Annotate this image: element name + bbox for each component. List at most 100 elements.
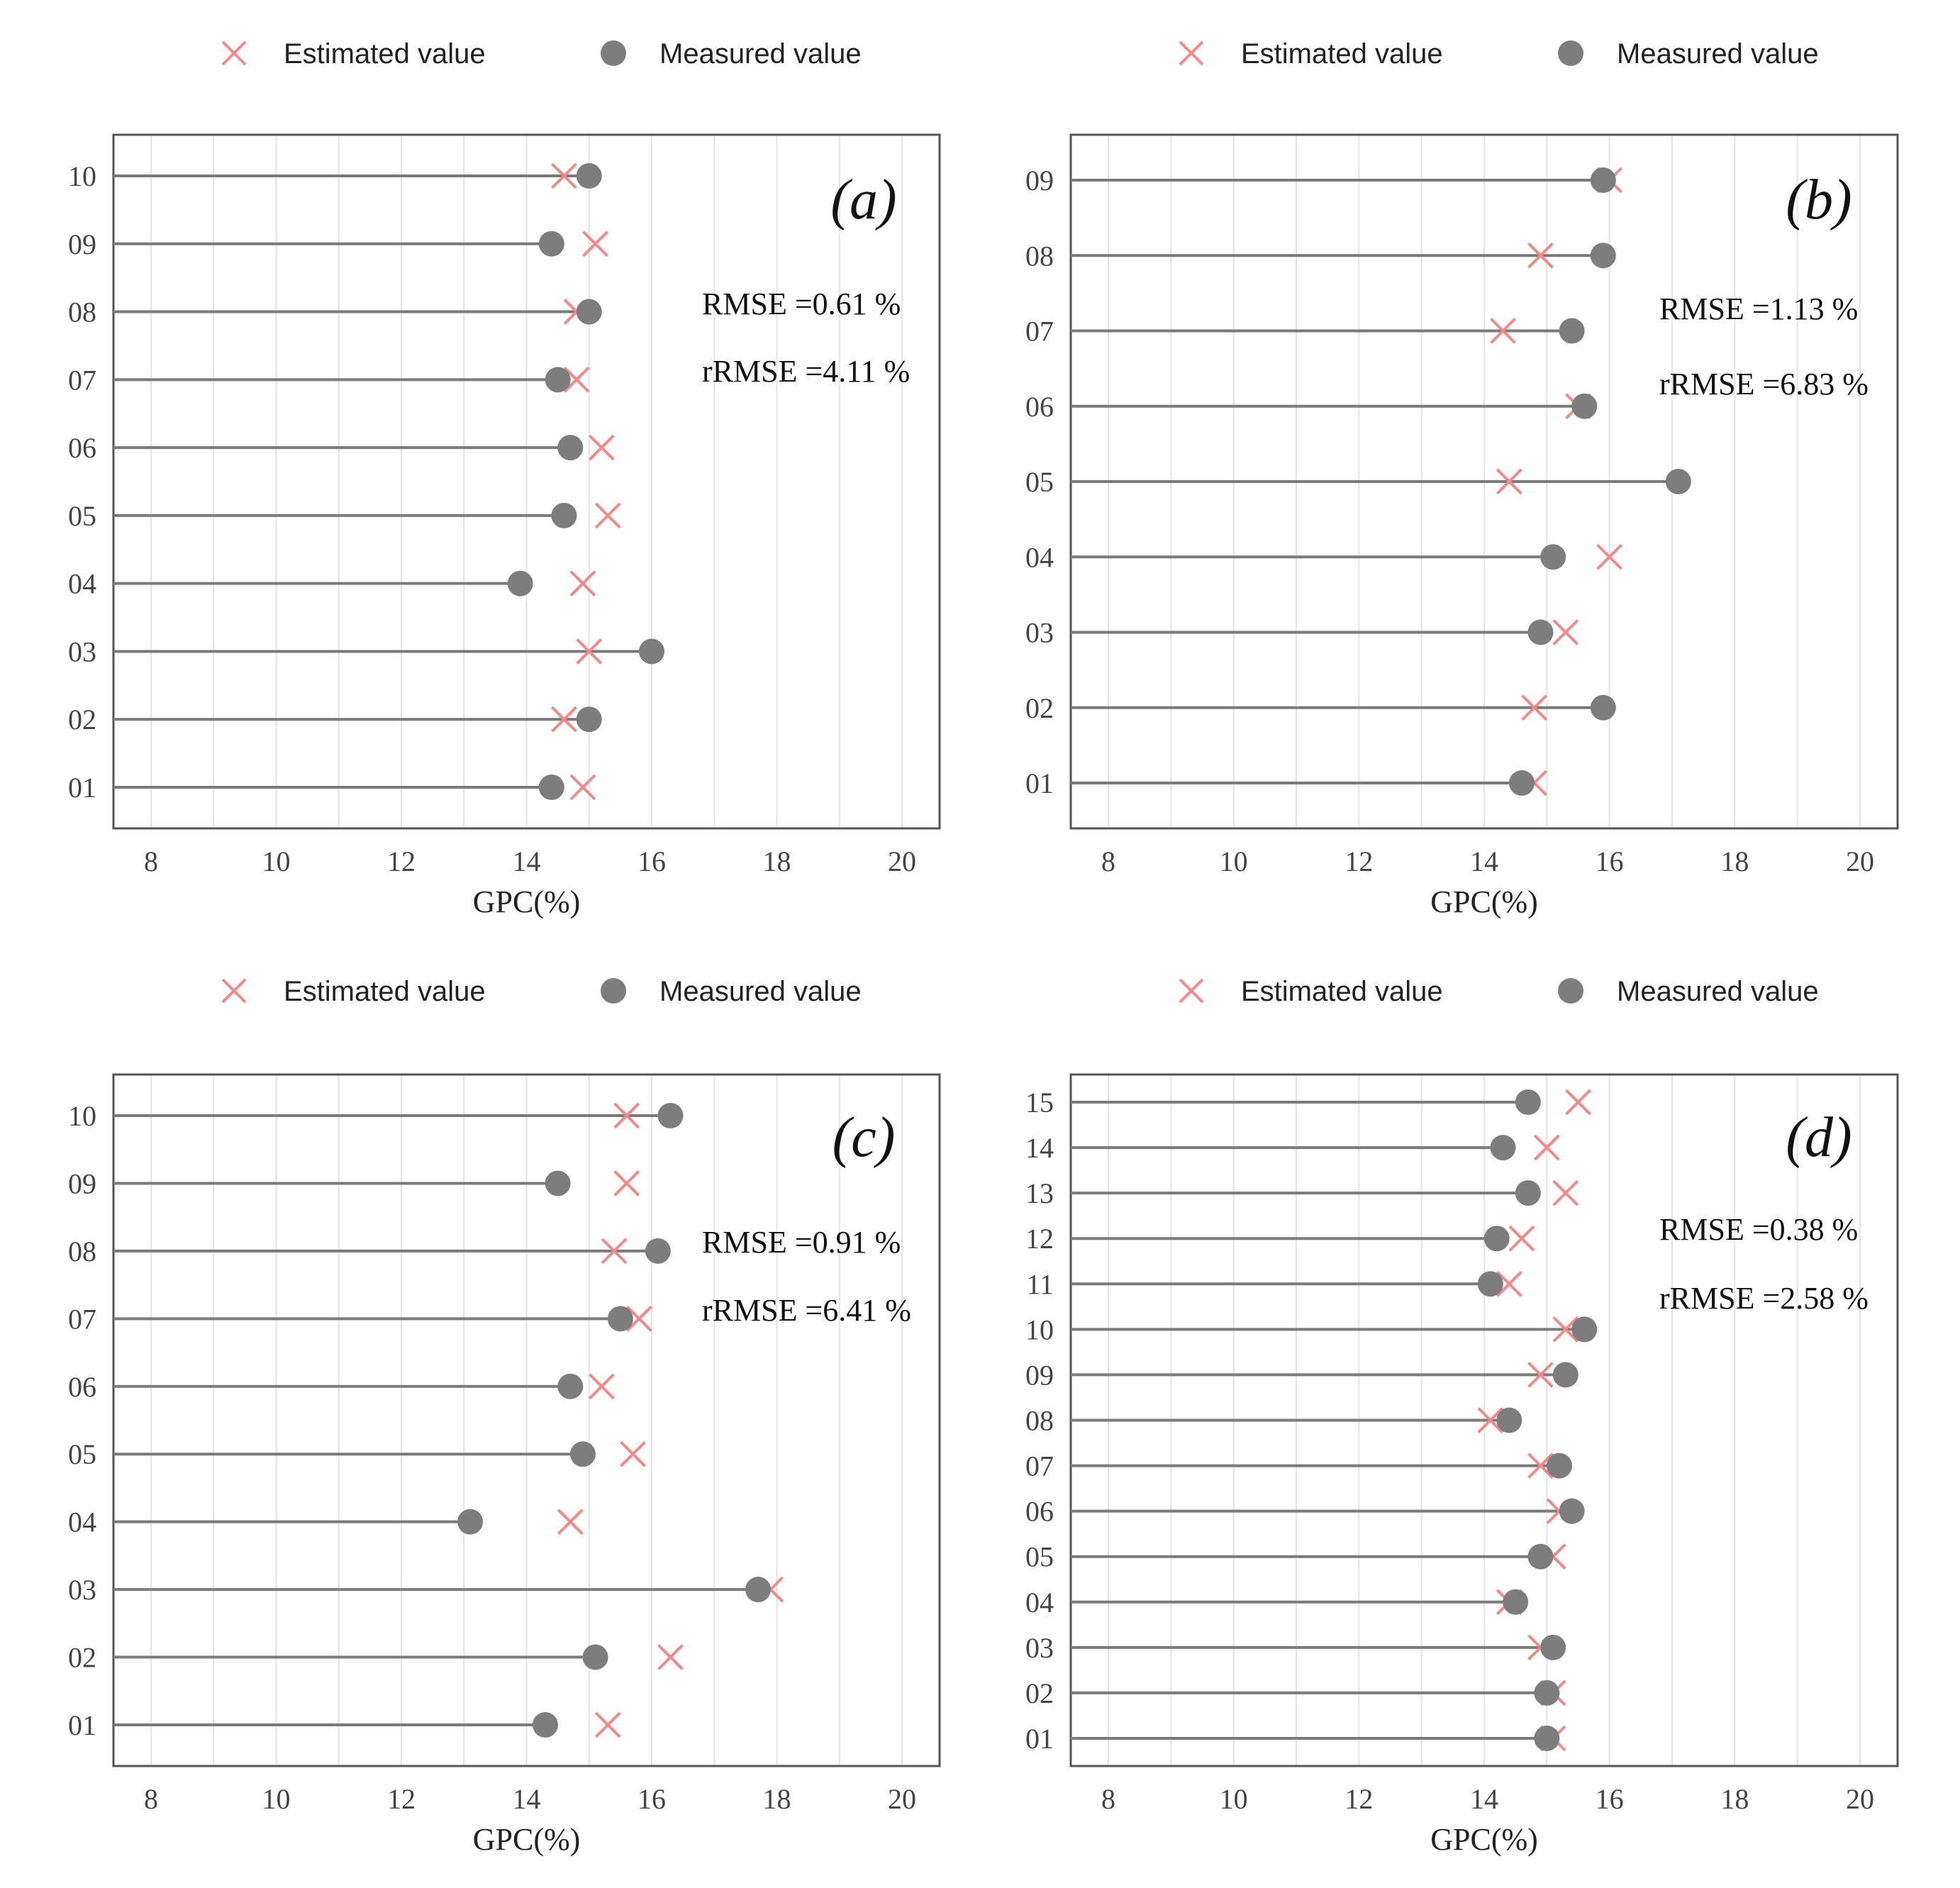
y-tick-label: 01 xyxy=(1025,1723,1054,1755)
panel-c: Estimated value Measured value 8 10 12 14 16 18… xyxy=(68,976,941,1857)
y-tick-label: 06 xyxy=(68,432,96,464)
x-tick-label: 20 xyxy=(888,845,916,877)
y-tick-label: 03 xyxy=(1025,1632,1054,1664)
y-tick-label: 09 xyxy=(1025,165,1054,196)
y-tick-label: 04 xyxy=(1025,1587,1054,1618)
x-tick-label: 16 xyxy=(637,1783,666,1815)
measured-point xyxy=(1559,1498,1585,1524)
measured-point xyxy=(1540,1634,1566,1660)
measured-point xyxy=(1540,544,1566,570)
y-tick-label: 07 xyxy=(1025,1450,1054,1482)
y-tick-label: 02 xyxy=(68,704,96,735)
estimated-point xyxy=(551,162,577,189)
x-tick-label: 8 xyxy=(144,845,158,877)
measured-point xyxy=(545,1170,571,1196)
measured-point xyxy=(1534,1726,1560,1751)
measured-point xyxy=(569,1441,596,1467)
legend-estimated-marker xyxy=(1179,978,1204,1004)
x-tick-label: 12 xyxy=(1344,845,1373,877)
estimated-point xyxy=(1596,543,1623,570)
x-tick-label: 12 xyxy=(387,845,416,877)
measured-point xyxy=(1547,1453,1572,1479)
y-tick-label: 15 xyxy=(1025,1087,1054,1118)
rmse-text: RMSE =0.38 % xyxy=(1659,1212,1858,1247)
y-tick-label: 14 xyxy=(1025,1132,1054,1164)
x-tick-label: 20 xyxy=(1846,1783,1874,1815)
measured-point xyxy=(1665,469,1691,494)
estimated-point xyxy=(557,1509,584,1536)
measured-point xyxy=(1590,243,1616,269)
measured-point xyxy=(1590,167,1616,193)
measured-point xyxy=(545,367,571,393)
measured-point xyxy=(507,570,533,596)
measured-point xyxy=(1571,1316,1598,1343)
measured-point xyxy=(607,1306,633,1332)
x-tick-label: 10 xyxy=(262,845,290,877)
y-tick-label: 03 xyxy=(68,635,96,667)
estimated-point xyxy=(613,1102,640,1129)
y-tick-label: 05 xyxy=(68,1438,96,1470)
estimated-point xyxy=(1565,1089,1591,1116)
plot-frame xyxy=(112,1073,941,1767)
estimated-point xyxy=(1527,1362,1554,1388)
y-tick-label: 07 xyxy=(1025,316,1054,348)
x-tick-label: 12 xyxy=(387,1783,416,1815)
measured-point xyxy=(576,163,602,189)
measured-point xyxy=(645,1238,671,1264)
estimated-point xyxy=(1527,242,1554,269)
y-tick-label: 02 xyxy=(68,1642,96,1674)
x-axis-label: GPC(%) xyxy=(1430,1822,1538,1857)
estimated-point xyxy=(582,231,608,257)
panel-d: Estimated value Measured value 8 10 12 14 16 18… xyxy=(1025,976,1899,1857)
y-tick-label: 06 xyxy=(1025,391,1054,423)
x-axis-label: GPC(%) xyxy=(473,884,581,919)
measured-point xyxy=(532,1712,558,1738)
rrmse-text: rRMSE =2.58 % xyxy=(1659,1281,1869,1316)
panel-label: (a) xyxy=(830,169,896,231)
measured-point xyxy=(639,638,665,665)
estimated-point xyxy=(1496,1270,1522,1297)
measured-point xyxy=(1515,1180,1541,1206)
x-tick-label: 20 xyxy=(1846,845,1874,877)
estimated-point xyxy=(594,502,621,529)
measured-point xyxy=(1496,1407,1522,1433)
legend-measured-marker xyxy=(601,40,626,66)
y-tick-label: 06 xyxy=(1025,1496,1054,1528)
legend-measured-label: Measured value xyxy=(1617,976,1819,1007)
y-tick-label: 02 xyxy=(1025,692,1054,724)
legend-measured-label: Measured value xyxy=(1617,38,1819,70)
panel-label: (d) xyxy=(1786,1106,1852,1169)
y-tick-label: 03 xyxy=(68,1574,96,1606)
y-tick-label: 08 xyxy=(1025,240,1054,272)
panel-label: (c) xyxy=(833,1106,896,1169)
x-tick-label: 18 xyxy=(763,845,791,877)
measured-point xyxy=(538,774,564,800)
legend-estimated-label: Estimated value xyxy=(1241,976,1443,1007)
x-tick-label: 16 xyxy=(1596,1783,1624,1815)
estimated-point xyxy=(594,1711,621,1738)
estimated-point xyxy=(588,1373,615,1400)
y-tick-label: 01 xyxy=(1025,767,1054,799)
y-tick-label: 04 xyxy=(68,1506,96,1538)
x-tick-label: 8 xyxy=(1101,1783,1115,1815)
estimated-point xyxy=(657,1644,684,1670)
y-tick-label: 04 xyxy=(1025,541,1054,573)
x-tick-label: 12 xyxy=(1344,1783,1373,1815)
estimated-point xyxy=(569,570,596,597)
y-tick-label: 10 xyxy=(1025,1314,1054,1345)
y-tick-label: 07 xyxy=(68,1303,96,1335)
legend-measured-label: Measured value xyxy=(659,38,862,70)
x-axis-label: GPC(%) xyxy=(1430,884,1538,919)
measured-point xyxy=(745,1577,772,1603)
panel-a: Estimated value Measured value 8 10 12 14 16 18… xyxy=(68,38,941,919)
estimated-point xyxy=(576,638,603,665)
estimated-point xyxy=(1496,468,1522,495)
plot-frame xyxy=(112,133,941,830)
y-tick-label: 01 xyxy=(68,1709,96,1741)
x-tick-label: 16 xyxy=(1596,845,1624,877)
y-tick-label: 08 xyxy=(1025,1405,1054,1437)
estimated-point xyxy=(1521,694,1548,721)
measured-point xyxy=(457,1509,484,1535)
estimated-point xyxy=(625,1305,652,1332)
measured-point xyxy=(1527,619,1554,645)
